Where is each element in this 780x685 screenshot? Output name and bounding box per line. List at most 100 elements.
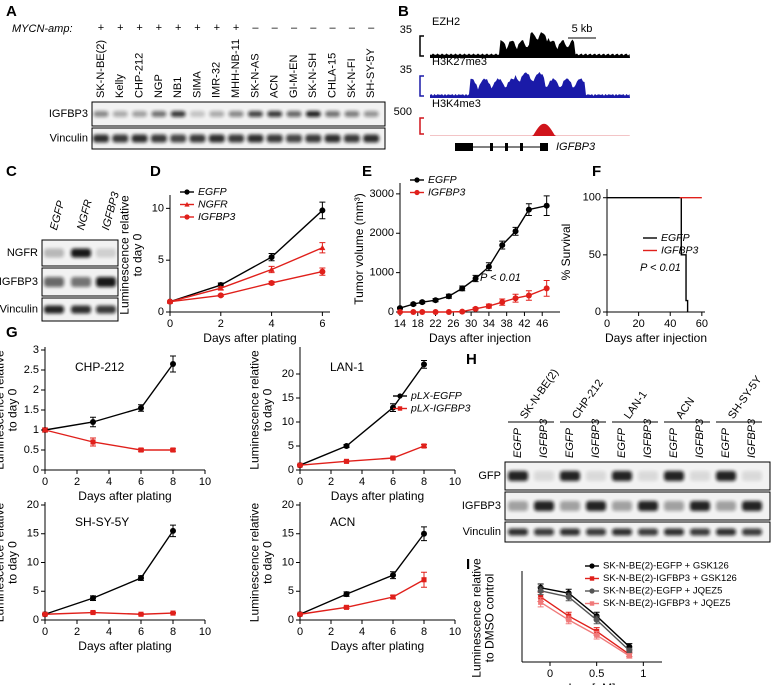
blot-band [612,471,632,481]
track-name: H3K4me3 [432,98,481,110]
amp-status: + [136,22,142,34]
amp-label: MYCN-amp: [12,23,73,35]
y-tick-label: 5 [288,440,294,452]
exon [540,143,548,151]
amp-status: – [368,22,375,34]
blot-band [586,471,606,481]
marker [268,266,275,272]
marker [343,591,350,598]
blot-band [267,111,283,117]
amp-status: – [272,22,279,34]
blot-band [690,528,710,536]
series-line [540,587,630,648]
y-axis-label: Luminescence relative [248,350,262,470]
gene-label: IGFBP3 [556,141,596,153]
marker [138,447,144,453]
x-tick-label: 8 [421,626,427,638]
x-axis-label: Days after injection [429,331,531,345]
x-tick-label: 4 [269,318,275,330]
x-tick-label: 6 [319,318,325,330]
blot-band [612,528,632,536]
legend-label: SK-N-BE(2)-EGFP + JQEZ5 [603,586,722,597]
y-tick-label: 10 [152,202,164,214]
y-axis-label: to DMSO control [483,574,497,663]
blot-band [612,501,632,511]
y-tick-label: 0 [595,306,601,318]
lane-label: CHLA-15 [327,53,339,98]
blot-row-label: GFP [478,470,501,482]
series-line [44,429,173,451]
marker [421,443,427,449]
series-line [44,530,174,615]
marker [170,527,176,534]
blot-band [247,134,264,143]
blot-band [96,248,116,258]
track-bracket [419,117,424,135]
track-name: EZH2 [432,16,460,28]
marker [170,447,176,453]
blot-band [286,134,302,143]
marker [566,617,572,623]
legend-label: pLX-IGFBP3 [410,402,471,414]
blot-row-label: Vinculin [0,303,38,315]
marker [414,177,420,183]
panel-letter: D [150,163,161,180]
exon [520,143,523,151]
blot-band [508,501,528,511]
marker [525,292,532,299]
marker [594,632,600,638]
series-line [299,445,425,466]
y-tick-label: 3000 [370,188,394,200]
track-bracket [419,75,424,97]
track-signal [430,32,630,58]
marker [538,599,544,605]
lane-label: SK-N-BE(2) [95,40,107,98]
marker [217,292,224,299]
amp-status: + [194,22,200,34]
y-tick-label: 50 [589,249,601,261]
y-tick-label: 15 [27,528,39,540]
track-bracket [419,35,424,57]
blot-row-label: Vinculin [50,132,88,144]
amp-status: + [156,22,162,34]
x-tick-label: 2 [328,626,334,638]
panel-letter: A [6,3,17,20]
blot-band [560,501,580,511]
blot-band [247,111,263,117]
y-tick-label: 2000 [370,227,394,239]
blot-row-label: IGFBP3 [462,500,501,512]
x-tick-label: 6 [390,476,396,488]
lane-label: IMR-32 [211,62,223,98]
y-tick-label: 2 [33,384,39,396]
track-max: 500 [394,106,412,118]
marker [138,611,144,617]
marker [543,202,550,209]
x-tick-label: 8 [421,476,427,488]
x-tick-label: 8 [170,626,176,638]
panel-letter: H [466,351,477,368]
x-tick-label: 10 [449,626,461,638]
x-tick-label: 8 [170,476,176,488]
legend-label: EGFP [661,232,690,244]
blot-row-label: IGFBP3 [0,276,38,288]
blot-band [508,471,528,481]
series-line [44,611,174,615]
y-tick-label: 5 [158,254,164,266]
y-tick-label: 0 [288,614,294,626]
marker [90,419,96,425]
blot-band [664,471,684,481]
blot-band [228,134,245,143]
lane-label: SK-N-AS [249,53,261,98]
blot-band [690,501,710,511]
scale-label: 5 kb [572,23,593,35]
blot-band [209,111,225,117]
marker [297,462,303,468]
lane-label: EGFP [668,427,680,458]
blot-band [638,501,658,511]
blot-band [96,277,116,287]
legend-label: pLX-EGFP [410,390,462,402]
y-tick-label: 10 [282,556,294,568]
lane-label: ACN [269,75,281,98]
lane-label: NGP [153,74,165,98]
blot-band [664,501,684,511]
